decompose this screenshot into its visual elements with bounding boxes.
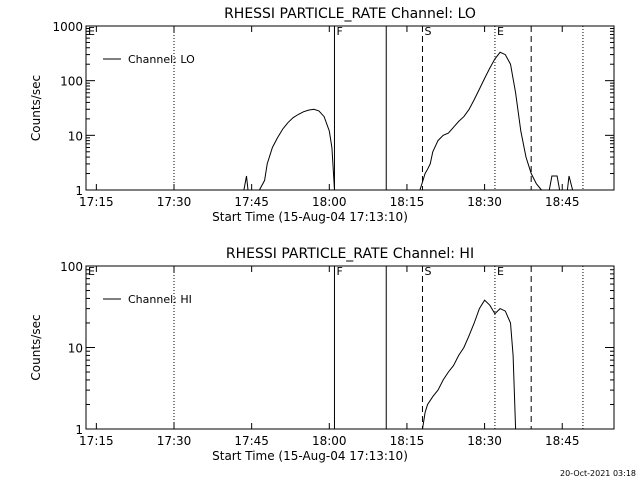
- event-marker-label: S: [424, 25, 431, 38]
- y-axis-label: Counts/sec: [29, 75, 43, 141]
- event-marker-label: F: [336, 25, 342, 38]
- x-tick-label: 18:45: [545, 434, 580, 448]
- legend-label: Channel: LO: [128, 53, 195, 66]
- event-marker-label: S: [424, 265, 431, 278]
- series-line: [422, 299, 517, 430]
- plot-frame: [85, 25, 615, 191]
- x-tick-label: 18:15: [390, 195, 425, 209]
- legend-label: Channel: HI: [128, 293, 192, 306]
- x-tick-label: 17:15: [79, 195, 114, 209]
- chart-title: RHESSI PARTICLE_RATE Channel: HI: [226, 246, 474, 262]
- x-axis-label: Start Time (15-Aug-04 17:13:10): [212, 210, 408, 224]
- event-marker-label: E: [497, 265, 504, 278]
- footer-timestamp: 20-Oct-2021 03:18: [560, 469, 636, 478]
- series-line: [419, 51, 542, 191]
- x-tick-label: 18:00: [312, 434, 347, 448]
- x-axis-label: Start Time (15-Aug-04 17:13:10): [212, 449, 408, 463]
- lo-channel-panel: RHESSI PARTICLE_RATE Channel: LO E F S E 17:1…: [29, 6, 615, 224]
- event-marker-label: E: [88, 25, 95, 38]
- x-tick-label: 18:45: [545, 195, 580, 209]
- series-line: [258, 108, 335, 191]
- series-line: [548, 175, 561, 191]
- series-line: [243, 175, 249, 191]
- y-tick-label: 100: [60, 75, 83, 89]
- x-tick-label: 17:30: [157, 434, 192, 448]
- x-tick-label: 18:15: [390, 434, 425, 448]
- event-marker-label: E: [497, 25, 504, 38]
- event-marker-label: E: [88, 265, 95, 278]
- x-tick-label: 18:30: [467, 195, 502, 209]
- y-tick-label: 10: [68, 342, 83, 356]
- y-tick-label: 1: [75, 184, 83, 198]
- y-tick-label: 1: [75, 423, 83, 437]
- y-tick-label: 1000: [52, 20, 83, 34]
- x-tick-label: 17:45: [234, 434, 269, 448]
- x-tick-label: 17:45: [234, 195, 269, 209]
- y-axis-label: Counts/sec: [29, 314, 43, 380]
- event-marker-label: F: [336, 265, 342, 278]
- x-tick-label: 17:15: [79, 434, 114, 448]
- x-tick-label: 18:30: [467, 434, 502, 448]
- x-tick-label: 18:00: [312, 195, 347, 209]
- y-tick-label: 10: [68, 129, 83, 143]
- x-tick-label: 17:30: [157, 195, 192, 209]
- y-tick-label: 100: [60, 260, 83, 274]
- chart-title: RHESSI PARTICLE_RATE Channel: LO: [224, 6, 476, 22]
- plot-frame: [85, 265, 615, 430]
- hi-channel-panel: RHESSI PARTICLE_RATE Channel: HI E F S E 17:1…: [29, 246, 615, 463]
- series-line: [566, 175, 574, 191]
